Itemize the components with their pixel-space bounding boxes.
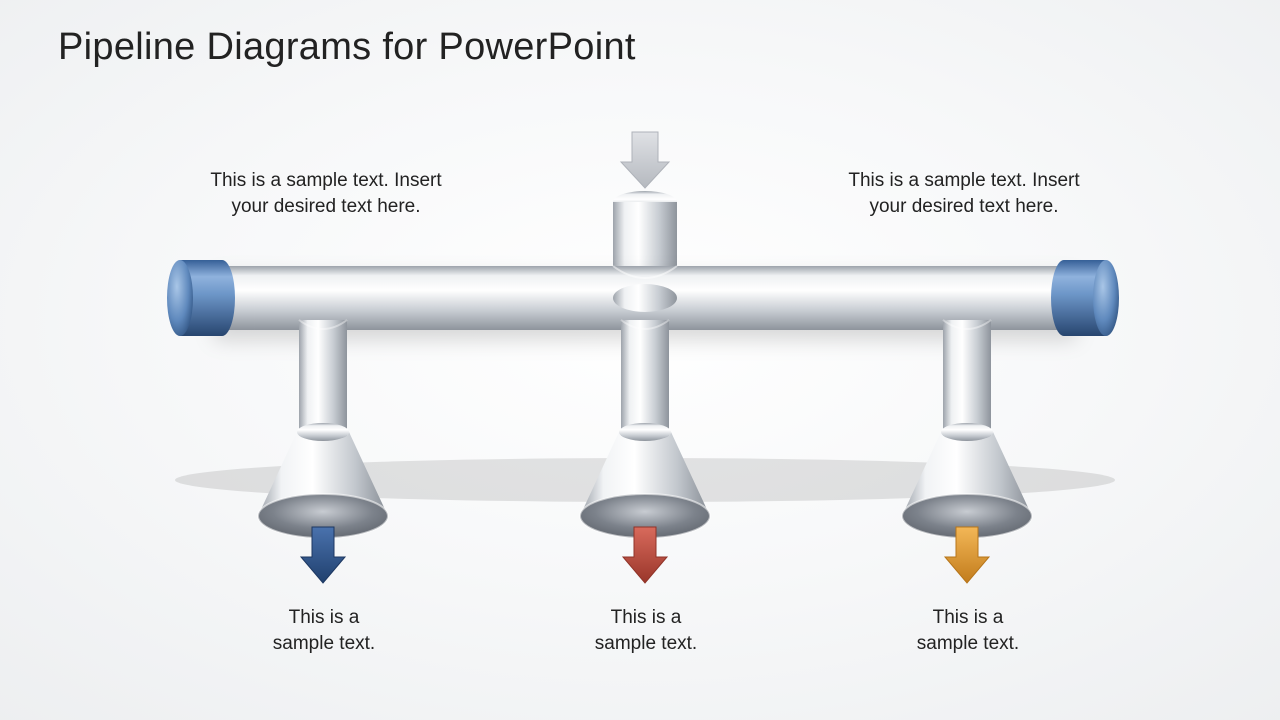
slide: Pipeline Diagrams for PowerPoint This is…	[0, 0, 1280, 720]
outlet-3	[902, 320, 1032, 538]
input-arrow-icon	[621, 132, 669, 188]
outlet-2	[580, 320, 710, 538]
endcap-left	[167, 260, 235, 336]
pipeline-diagram	[0, 0, 1280, 720]
inlet-joint	[613, 284, 677, 312]
endcap-right	[1051, 260, 1119, 336]
outlet-1	[258, 320, 388, 538]
